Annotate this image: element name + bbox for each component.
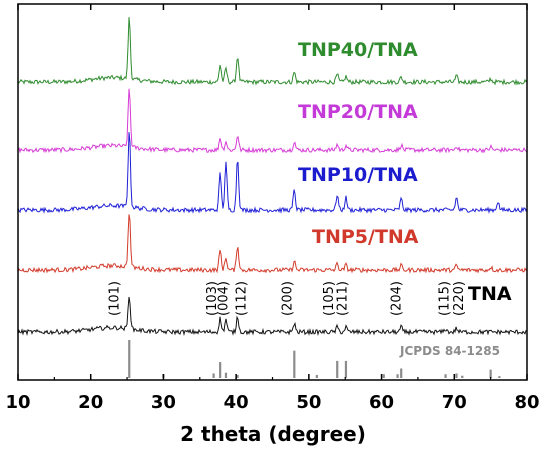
peak-annotation-2: (004) xyxy=(216,281,231,316)
x-tick-label-5: 60 xyxy=(369,392,394,413)
reference-pattern xyxy=(128,340,501,378)
x-tick-label-7: 80 xyxy=(514,392,539,413)
x-tick-label-0: 10 xyxy=(5,392,30,413)
peak-annotation-6: (211) xyxy=(336,281,351,316)
x-tick-label-3: 40 xyxy=(224,392,249,413)
series-label-2: TNP10/TNA xyxy=(298,164,418,186)
series-label-0: TNP40/TNA xyxy=(298,39,418,61)
series-line-4 xyxy=(17,296,528,337)
x-tick-label-4: 50 xyxy=(296,392,321,413)
series-layer: TNP40/TNA TNP20/TNA TNP10/TNA TNP5/TNA TNA xyxy=(17,17,528,337)
peak-annotation-8: (115) xyxy=(438,281,453,316)
peak-annotations: (101) (103)(004) (112) (200) (105)(211) (204)… xyxy=(107,281,467,316)
reference-label: JCPDS 84-1285 xyxy=(399,344,500,358)
peak-annotation-4: (200) xyxy=(280,281,295,316)
peak-annotation-3: (112) xyxy=(235,281,250,316)
series-label-4: TNA xyxy=(468,283,512,305)
series-label-3: TNP5/TNA xyxy=(312,226,419,248)
series-line-3 xyxy=(17,214,528,274)
series-line-1 xyxy=(17,88,528,154)
peak-annotation-5: (105) xyxy=(322,281,337,316)
series-line-2 xyxy=(17,132,528,214)
x-tick-label-1: 20 xyxy=(78,392,103,413)
x-tick-label-2: 30 xyxy=(151,392,176,413)
x-axis-title: 2 theta (degree) xyxy=(180,422,366,446)
plot-frame xyxy=(17,3,528,381)
axes: 10 20 30 40 50 60 70 80 xyxy=(5,3,540,413)
peak-annotation-9: (220) xyxy=(452,281,467,316)
series-line-0 xyxy=(17,17,528,86)
peak-annotation-0: (101) xyxy=(107,281,122,316)
series-label-1: TNP20/TNA xyxy=(298,101,418,123)
peak-annotation-1: (103) xyxy=(205,281,220,316)
peak-annotation-7: (204) xyxy=(390,281,405,316)
x-tick-label-6: 70 xyxy=(442,392,467,413)
